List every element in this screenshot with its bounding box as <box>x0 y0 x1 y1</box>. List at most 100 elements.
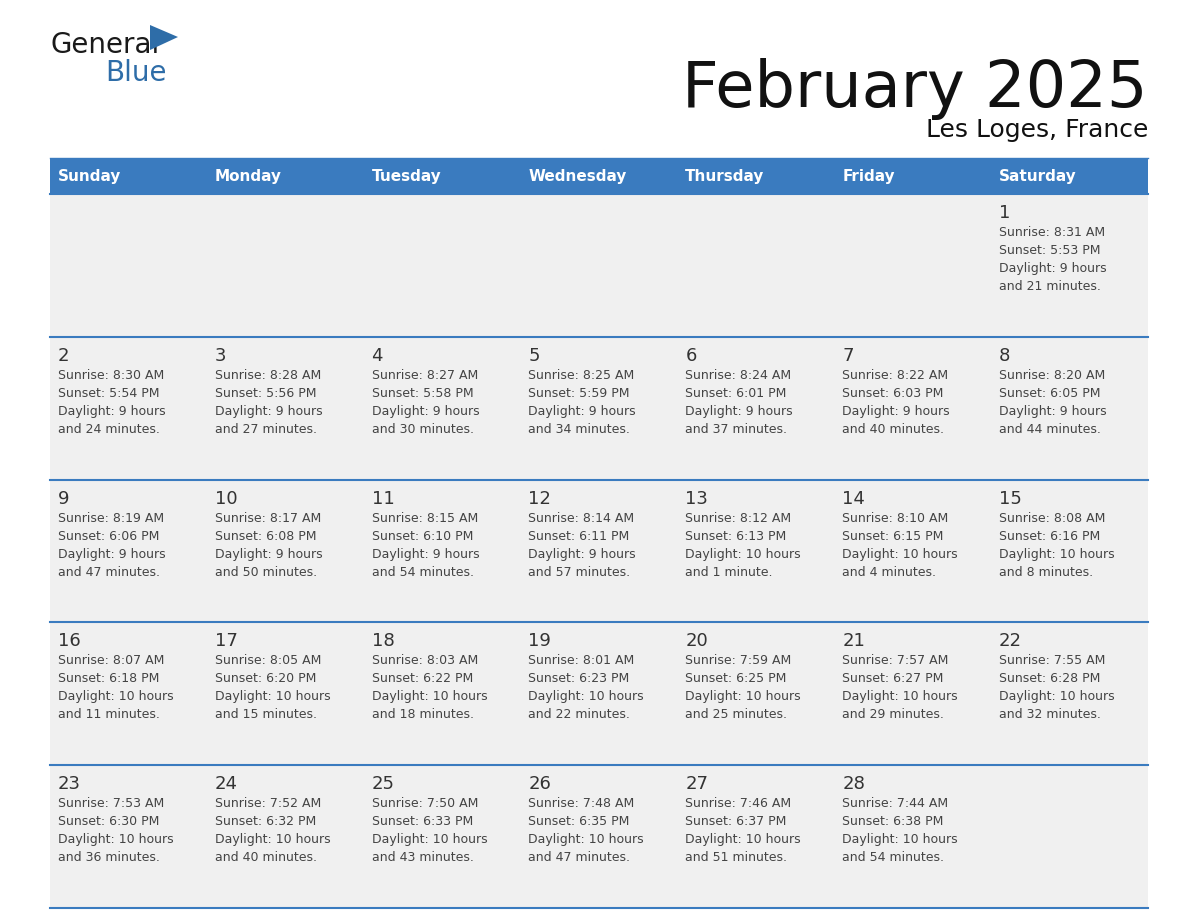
Text: Daylight: 10 hours: Daylight: 10 hours <box>58 690 173 703</box>
Text: and 8 minutes.: and 8 minutes. <box>999 565 1093 578</box>
Text: and 57 minutes.: and 57 minutes. <box>529 565 631 578</box>
Text: Sunrise: 8:25 AM: Sunrise: 8:25 AM <box>529 369 634 382</box>
Text: Sunrise: 8:24 AM: Sunrise: 8:24 AM <box>685 369 791 382</box>
Text: Sunrise: 8:07 AM: Sunrise: 8:07 AM <box>58 655 164 667</box>
Text: Sunrise: 7:50 AM: Sunrise: 7:50 AM <box>372 797 478 811</box>
Text: Sunset: 5:53 PM: Sunset: 5:53 PM <box>999 244 1100 257</box>
Text: Sunrise: 7:53 AM: Sunrise: 7:53 AM <box>58 797 164 811</box>
Text: Sunrise: 8:17 AM: Sunrise: 8:17 AM <box>215 511 321 524</box>
Text: and 50 minutes.: and 50 minutes. <box>215 565 317 578</box>
Bar <box>520 158 677 194</box>
Text: Daylight: 10 hours: Daylight: 10 hours <box>842 690 958 703</box>
Text: Sunset: 6:13 PM: Sunset: 6:13 PM <box>685 530 786 543</box>
Text: Sunrise: 8:08 AM: Sunrise: 8:08 AM <box>999 511 1105 524</box>
Text: Daylight: 10 hours: Daylight: 10 hours <box>999 548 1114 561</box>
Text: 3: 3 <box>215 347 226 364</box>
Text: 9: 9 <box>58 489 69 508</box>
Text: and 15 minutes.: and 15 minutes. <box>215 709 317 722</box>
Text: Sunrise: 8:31 AM: Sunrise: 8:31 AM <box>999 226 1105 239</box>
Text: Daylight: 9 hours: Daylight: 9 hours <box>215 548 322 561</box>
Text: Sunset: 5:58 PM: Sunset: 5:58 PM <box>372 386 473 400</box>
Text: 13: 13 <box>685 489 708 508</box>
Text: Daylight: 10 hours: Daylight: 10 hours <box>685 548 801 561</box>
Text: and 43 minutes.: and 43 minutes. <box>372 851 474 864</box>
Text: Sunset: 6:30 PM: Sunset: 6:30 PM <box>58 815 159 828</box>
Text: Daylight: 10 hours: Daylight: 10 hours <box>842 548 958 561</box>
Text: 21: 21 <box>842 633 865 650</box>
Text: and 54 minutes.: and 54 minutes. <box>842 851 944 864</box>
Text: 24: 24 <box>215 775 238 793</box>
Text: and 36 minutes.: and 36 minutes. <box>58 851 159 864</box>
Text: 19: 19 <box>529 633 551 650</box>
Text: 4: 4 <box>372 347 383 364</box>
Text: 28: 28 <box>842 775 865 793</box>
Text: 23: 23 <box>58 775 81 793</box>
Bar <box>364 158 520 194</box>
Text: Sunset: 5:54 PM: Sunset: 5:54 PM <box>58 386 159 400</box>
Polygon shape <box>150 25 178 50</box>
Text: Daylight: 9 hours: Daylight: 9 hours <box>372 548 479 561</box>
Bar <box>50 622 1148 766</box>
Bar <box>991 158 1148 194</box>
Text: Sunset: 6:27 PM: Sunset: 6:27 PM <box>842 672 943 686</box>
Text: Sunset: 6:37 PM: Sunset: 6:37 PM <box>685 815 786 828</box>
Text: Sunset: 5:59 PM: Sunset: 5:59 PM <box>529 386 630 400</box>
Bar <box>50 158 207 194</box>
Text: and 32 minutes.: and 32 minutes. <box>999 709 1101 722</box>
Text: and 29 minutes.: and 29 minutes. <box>842 709 944 722</box>
Text: 26: 26 <box>529 775 551 793</box>
Text: Thursday: Thursday <box>685 169 765 184</box>
Text: 1: 1 <box>999 204 1010 222</box>
Text: 6: 6 <box>685 347 696 364</box>
Text: Daylight: 9 hours: Daylight: 9 hours <box>999 405 1106 418</box>
Text: Sunrise: 7:46 AM: Sunrise: 7:46 AM <box>685 797 791 811</box>
Text: Sunrise: 7:59 AM: Sunrise: 7:59 AM <box>685 655 791 667</box>
Text: Daylight: 10 hours: Daylight: 10 hours <box>999 690 1114 703</box>
Text: Sunset: 6:28 PM: Sunset: 6:28 PM <box>999 672 1100 686</box>
Text: 15: 15 <box>999 489 1022 508</box>
Text: 25: 25 <box>372 775 394 793</box>
Text: 14: 14 <box>842 489 865 508</box>
Text: and 18 minutes.: and 18 minutes. <box>372 709 474 722</box>
Text: and 11 minutes.: and 11 minutes. <box>58 709 159 722</box>
Text: and 44 minutes.: and 44 minutes. <box>999 423 1101 436</box>
Text: 27: 27 <box>685 775 708 793</box>
Text: Blue: Blue <box>105 59 166 87</box>
Text: Daylight: 10 hours: Daylight: 10 hours <box>529 690 644 703</box>
Bar <box>207 158 364 194</box>
Text: and 21 minutes.: and 21 minutes. <box>999 280 1101 293</box>
Text: Daylight: 9 hours: Daylight: 9 hours <box>842 405 949 418</box>
Text: General: General <box>50 31 159 59</box>
Text: Sunrise: 7:52 AM: Sunrise: 7:52 AM <box>215 797 321 811</box>
Text: 5: 5 <box>529 347 539 364</box>
Text: Daylight: 10 hours: Daylight: 10 hours <box>529 834 644 846</box>
Text: and 27 minutes.: and 27 minutes. <box>215 423 317 436</box>
Text: Sunset: 6:05 PM: Sunset: 6:05 PM <box>999 386 1100 400</box>
Text: Daylight: 9 hours: Daylight: 9 hours <box>58 405 165 418</box>
Text: and 25 minutes.: and 25 minutes. <box>685 709 788 722</box>
Text: Sunset: 6:16 PM: Sunset: 6:16 PM <box>999 530 1100 543</box>
Text: Daylight: 9 hours: Daylight: 9 hours <box>372 405 479 418</box>
Text: Daylight: 9 hours: Daylight: 9 hours <box>685 405 792 418</box>
Text: Sunrise: 8:14 AM: Sunrise: 8:14 AM <box>529 511 634 524</box>
Text: and 1 minute.: and 1 minute. <box>685 565 772 578</box>
Text: Daylight: 10 hours: Daylight: 10 hours <box>842 834 958 846</box>
Text: Sunset: 6:18 PM: Sunset: 6:18 PM <box>58 672 159 686</box>
Text: Sunset: 5:56 PM: Sunset: 5:56 PM <box>215 386 316 400</box>
Text: Sunset: 6:25 PM: Sunset: 6:25 PM <box>685 672 786 686</box>
Text: Sunrise: 8:19 AM: Sunrise: 8:19 AM <box>58 511 164 524</box>
Text: Les Loges, France: Les Loges, France <box>925 118 1148 142</box>
Text: and 51 minutes.: and 51 minutes. <box>685 851 788 864</box>
Text: Sunset: 6:33 PM: Sunset: 6:33 PM <box>372 815 473 828</box>
Text: Sunset: 6:22 PM: Sunset: 6:22 PM <box>372 672 473 686</box>
Bar <box>50 766 1148 908</box>
Text: February 2025: February 2025 <box>682 58 1148 120</box>
Text: 2: 2 <box>58 347 69 364</box>
Text: Tuesday: Tuesday <box>372 169 441 184</box>
Bar <box>50 479 1148 622</box>
Text: 20: 20 <box>685 633 708 650</box>
Text: Sunset: 6:06 PM: Sunset: 6:06 PM <box>58 530 159 543</box>
Text: 12: 12 <box>529 489 551 508</box>
Bar <box>677 158 834 194</box>
Text: and 40 minutes.: and 40 minutes. <box>215 851 317 864</box>
